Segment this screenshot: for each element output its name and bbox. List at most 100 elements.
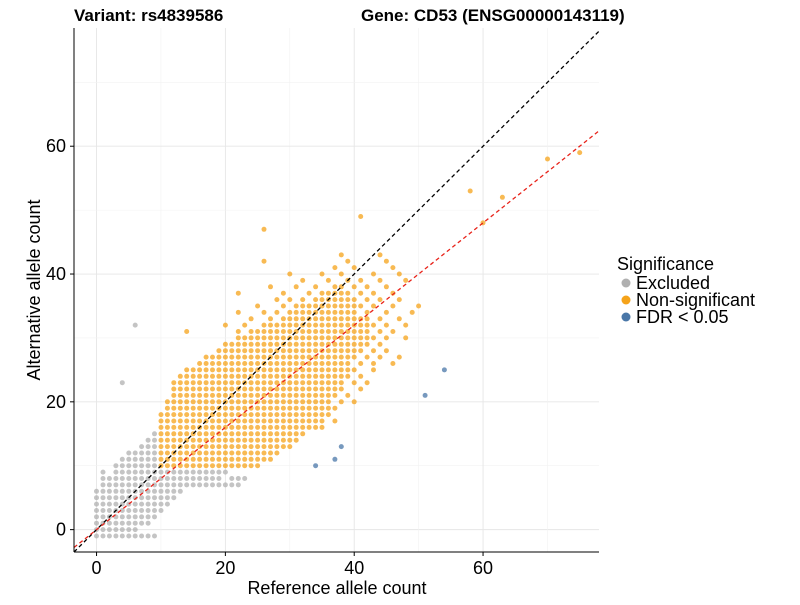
point-nonsig bbox=[319, 380, 325, 386]
point-excluded bbox=[139, 456, 145, 462]
point-nonsig bbox=[325, 405, 331, 411]
point-nonsig bbox=[280, 437, 286, 443]
point-nonsig bbox=[261, 412, 267, 418]
point-nonsig bbox=[280, 380, 286, 386]
point-nonsig bbox=[403, 335, 409, 341]
point-nonsig bbox=[274, 354, 280, 360]
point-excluded bbox=[152, 450, 157, 456]
point-nonsig bbox=[248, 392, 254, 398]
point-nonsig bbox=[177, 380, 183, 386]
point-excluded bbox=[158, 501, 164, 507]
point-nonsig bbox=[293, 303, 299, 309]
point-excluded bbox=[126, 520, 132, 526]
point-nonsig bbox=[319, 316, 325, 322]
point-excluded bbox=[216, 469, 222, 475]
point-nonsig bbox=[274, 392, 280, 398]
point-nonsig bbox=[261, 392, 267, 398]
point-nonsig bbox=[242, 361, 248, 366]
point-excluded bbox=[158, 482, 164, 488]
point-nonsig bbox=[332, 348, 338, 354]
point-nonsig bbox=[261, 418, 267, 424]
point-nonsig bbox=[216, 424, 222, 430]
point-nonsig bbox=[280, 424, 286, 430]
point-nonsig bbox=[274, 361, 280, 366]
point-nonsig bbox=[261, 450, 267, 456]
point-nonsig bbox=[345, 361, 351, 366]
point-nonsig bbox=[222, 380, 228, 386]
point-excluded bbox=[113, 501, 119, 507]
point-nonsig bbox=[293, 354, 299, 360]
point-nonsig bbox=[351, 380, 357, 386]
point-nonsig bbox=[248, 431, 254, 437]
point-nonsig bbox=[280, 399, 286, 405]
point-nonsig bbox=[235, 450, 241, 456]
point-excluded bbox=[210, 476, 215, 481]
point-nonsig bbox=[287, 354, 293, 360]
point-excluded bbox=[171, 476, 177, 481]
point-nonsig bbox=[242, 463, 248, 469]
point-nonsig bbox=[184, 373, 190, 379]
point-excluded bbox=[164, 482, 170, 488]
point-nonsig bbox=[390, 329, 396, 334]
point-excluded bbox=[203, 476, 209, 481]
point-excluded bbox=[132, 469, 138, 475]
point-nonsig bbox=[319, 341, 325, 347]
point-nonsig bbox=[242, 354, 248, 360]
point-nonsig bbox=[164, 399, 170, 405]
point-nonsig bbox=[248, 437, 254, 443]
point-nonsig bbox=[235, 380, 241, 386]
axis-ticks: 0 20 40 60 0 20 40 60 bbox=[46, 136, 493, 578]
point-nonsig bbox=[371, 348, 376, 354]
point-nonsig bbox=[306, 361, 312, 366]
reference-line-fit bbox=[73, 130, 600, 549]
grid-lines bbox=[74, 28, 599, 552]
legend-label-nonsig: Non-significant bbox=[636, 290, 755, 310]
point-nonsig bbox=[184, 456, 190, 462]
point-nonsig bbox=[210, 463, 215, 469]
point-excluded bbox=[164, 476, 170, 481]
point-nonsig bbox=[222, 456, 228, 462]
point-nonsig bbox=[293, 380, 299, 386]
point-nonsig bbox=[306, 341, 312, 347]
point-nonsig bbox=[325, 348, 331, 354]
point-nonsig bbox=[313, 329, 319, 334]
point-excluded bbox=[145, 450, 151, 456]
point-nonsig bbox=[248, 450, 254, 456]
point-nonsig bbox=[184, 367, 190, 373]
point-nonsig bbox=[409, 309, 415, 315]
point-nonsig bbox=[242, 322, 248, 328]
point-nonsig bbox=[171, 380, 177, 386]
point-nonsig bbox=[261, 386, 267, 392]
point-nonsig bbox=[325, 412, 331, 418]
point-nonsig bbox=[190, 399, 196, 405]
point-nonsig bbox=[345, 341, 351, 347]
point-nonsig bbox=[332, 329, 338, 334]
point-nonsig bbox=[300, 309, 306, 315]
point-excluded bbox=[216, 476, 222, 481]
point-nonsig bbox=[164, 418, 170, 424]
point-nonsig bbox=[325, 392, 331, 398]
point-nonsig bbox=[364, 329, 370, 334]
point-nonsig bbox=[216, 367, 222, 373]
point-nonsig bbox=[287, 405, 293, 411]
point-nonsig bbox=[300, 431, 306, 437]
point-nonsig bbox=[268, 418, 273, 424]
point-nonsig bbox=[248, 367, 254, 373]
point-nonsig bbox=[338, 271, 344, 277]
point-nonsig bbox=[158, 456, 164, 462]
point-nonsig bbox=[197, 450, 203, 456]
point-nonsig bbox=[210, 418, 215, 424]
point-excluded bbox=[203, 482, 209, 488]
point-nonsig bbox=[235, 354, 241, 360]
point-nonsig bbox=[351, 329, 357, 334]
point-nonsig bbox=[345, 258, 351, 264]
point-nonsig bbox=[235, 456, 241, 462]
point-nonsig bbox=[268, 367, 273, 373]
point-nonsig bbox=[351, 297, 357, 303]
point-nonsig bbox=[319, 322, 325, 328]
point-excluded bbox=[158, 488, 164, 494]
point-nonsig bbox=[158, 418, 164, 424]
point-nonsig bbox=[171, 399, 177, 405]
point-excluded bbox=[197, 469, 203, 475]
point-nonsig bbox=[313, 335, 319, 341]
